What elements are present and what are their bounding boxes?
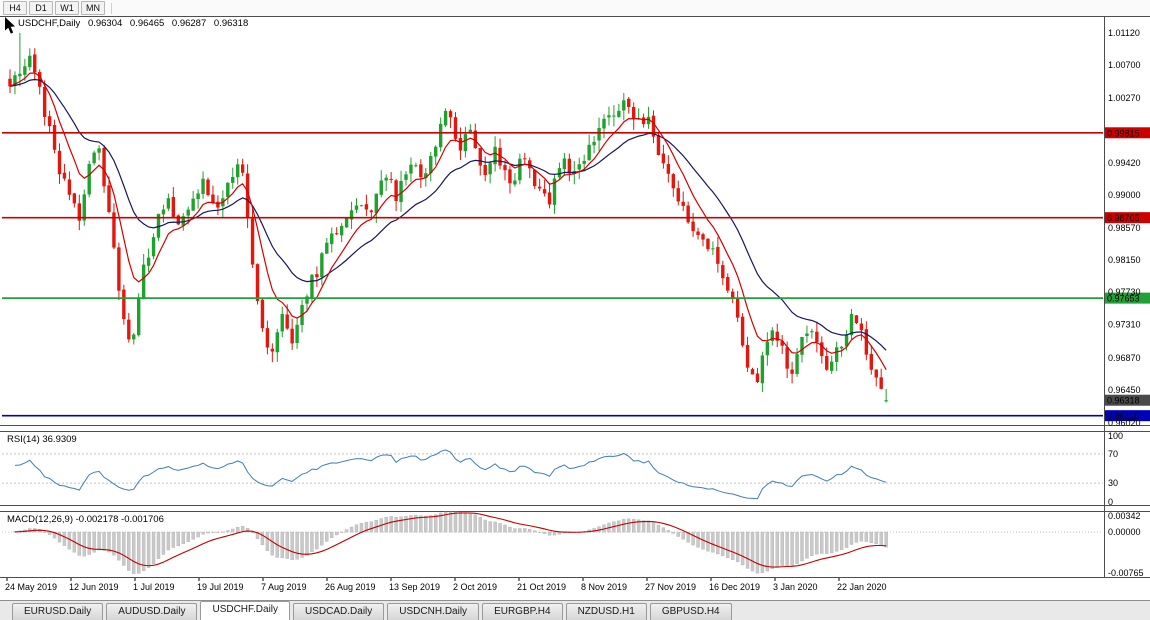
svg-text:8 Nov 2019: 8 Nov 2019 (581, 582, 627, 592)
svg-text:0: 0 (1108, 497, 1113, 507)
ohlc-info-line: USDCHF,Daily 0.96304 0.96465 0.96287 0.9… (18, 18, 253, 29)
chart-tab-eurusd-daily[interactable]: EURUSD.Daily (12, 603, 104, 620)
chart-tab-gbpusd-h4[interactable]: GBPUSD.H4 (649, 603, 732, 620)
price-axis-badge: 0.96318 (1105, 394, 1150, 406)
timeframe-button-h4[interactable]: H4 (3, 1, 27, 15)
cursor-arrow-icon (5, 17, 15, 34)
high-value: 0.96465 (129, 18, 165, 29)
svg-text:13 Sep 2019: 13 Sep 2019 (389, 582, 440, 592)
chart-tabs-bar: EURUSD.Daily AUDUSD.Daily USDCHF.Daily USDC… (0, 600, 1150, 620)
ma-fast-line (9, 72, 887, 371)
svg-text:7 Aug 2019: 7 Aug 2019 (261, 582, 307, 592)
chart-tab-usdchf-daily[interactable]: USDCHF.Daily (200, 601, 291, 620)
svg-text:70: 70 (1108, 449, 1118, 459)
svg-text:19 Jul 2019: 19 Jul 2019 (197, 582, 244, 592)
price-axis-badge: 0.99815 (1105, 127, 1150, 139)
svg-text:0.99815: 0.99815 (1107, 128, 1140, 138)
svg-text:0.96318: 0.96318 (1107, 396, 1140, 406)
svg-text:-0.00765: -0.00765 (1108, 568, 1144, 578)
ma-slow-line (9, 78, 887, 351)
svg-text:0.00000: 0.00000 (1108, 527, 1141, 537)
svg-text:100: 100 (1108, 431, 1123, 441)
svg-text:0.00342: 0.00342 (1108, 511, 1141, 521)
rsi-indicator-label: RSI(14) 36.9309 (7, 434, 77, 445)
svg-text:0.97310: 0.97310 (1108, 319, 1141, 329)
svg-text:3 Jan 2020: 3 Jan 2020 (773, 582, 818, 592)
low-value: 0.96287 (171, 18, 207, 29)
svg-text:0.96020: 0.96020 (1108, 418, 1141, 428)
svg-text:0.97730: 0.97730 (1108, 287, 1141, 297)
timeframe-button-w1[interactable]: W1 (55, 1, 79, 15)
svg-text:21 Oct 2019: 21 Oct 2019 (517, 582, 566, 592)
svg-text:26 Aug 2019: 26 Aug 2019 (325, 582, 376, 592)
price-axis-badge: 0.97653 (1105, 292, 1150, 304)
chart-canvas[interactable]: 0.96318 0.99815 0.98705 0.97653 0.96116 1.011… (0, 16, 1150, 600)
price-axis-badge: 0.96116 (1105, 410, 1150, 422)
timeframe-button-d1[interactable]: D1 (29, 1, 53, 15)
rsi-line (14, 449, 887, 500)
chart-tab-usdcad-daily[interactable]: USDCAD.Daily (293, 603, 385, 620)
macd-indicator-label: MACD(12,26,9) -0.002178 -0.001706 (7, 514, 164, 525)
chart-tab-nzdusd-h1[interactable]: NZDUSD.H1 (565, 603, 647, 620)
chart-tab-eurgbp-h4[interactable]: EURGBP.H4 (482, 603, 563, 620)
macd-signal-line (14, 512, 887, 568)
svg-text:24 May 2019: 24 May 2019 (5, 582, 57, 592)
open-value: 0.96304 (87, 18, 123, 29)
timeframe-button-mn[interactable]: MN (81, 1, 105, 15)
svg-text:0.96450: 0.96450 (1108, 385, 1141, 395)
candles-layer (8, 32, 888, 403)
svg-text:0.98570: 0.98570 (1108, 223, 1141, 233)
svg-text:1.00700: 1.00700 (1108, 60, 1141, 70)
timeframe-toolbar: H4 D1 W1 MN (0, 0, 1150, 16)
svg-text:1.01120: 1.01120 (1108, 28, 1140, 38)
svg-text:16 Dec 2019: 16 Dec 2019 (709, 582, 760, 592)
svg-text:22 Jan 2020: 22 Jan 2020 (837, 582, 887, 592)
close-value: 0.96318 (213, 18, 249, 29)
symbol-label: USDCHF,Daily (18, 18, 81, 29)
macd-histogram (13, 511, 888, 574)
svg-text:12 Jun 2019: 12 Jun 2019 (69, 582, 119, 592)
chart-tab-audusd-daily[interactable]: AUDUSD.Daily (106, 603, 198, 620)
svg-text:0.98705: 0.98705 (1107, 213, 1140, 223)
svg-text:27 Nov 2019: 27 Nov 2019 (645, 582, 696, 592)
svg-text:0.98150: 0.98150 (1108, 255, 1141, 265)
svg-text:0.96116: 0.96116 (1107, 411, 1139, 421)
chart-tab-usdcnh-daily[interactable]: USDCNH.Daily (387, 603, 480, 620)
svg-text:0.99000: 0.99000 (1108, 190, 1141, 200)
price-axis-badge: 0.98705 (1105, 212, 1150, 224)
svg-text:30: 30 (1108, 478, 1118, 488)
svg-text:1.00270: 1.00270 (1108, 93, 1141, 103)
timeframe-button-group: H4 D1 W1 MN (3, 1, 105, 15)
svg-text:0.99420: 0.99420 (1108, 158, 1141, 168)
svg-text:0.97653: 0.97653 (1107, 294, 1140, 304)
toolbar-separator (111, 2, 112, 14)
svg-text:1 Jul 2019: 1 Jul 2019 (133, 582, 175, 592)
svg-text:2 Oct 2019: 2 Oct 2019 (453, 582, 497, 592)
svg-text:0.96870: 0.96870 (1108, 353, 1141, 363)
